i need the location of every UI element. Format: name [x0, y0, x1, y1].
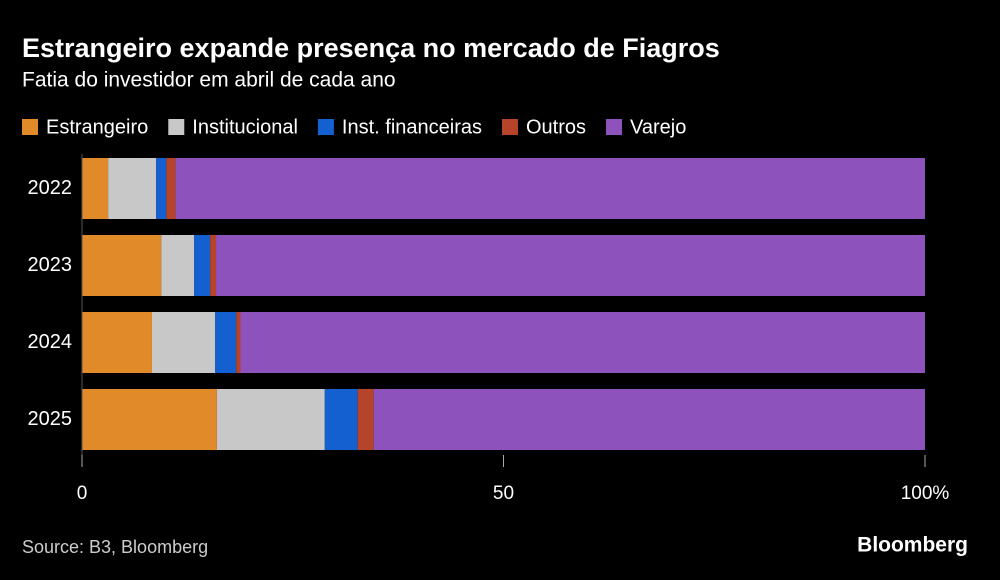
- bar-segment: [216, 235, 926, 296]
- legend-label: Institucional: [192, 116, 298, 138]
- legend-swatch: [317, 119, 334, 135]
- bar-segment: [194, 235, 211, 296]
- source: Source: B3, Bloomberg: [22, 537, 208, 557]
- bar-segment: [82, 312, 152, 373]
- bar-segment: [215, 312, 237, 373]
- y-tick-label: 2024: [28, 331, 73, 353]
- bar-segment: [108, 158, 157, 219]
- chart-subtitle: Fatia do investidor em abril de cada ano: [22, 69, 396, 92]
- bar-segment: [82, 235, 162, 296]
- legend-swatch: [501, 119, 518, 135]
- bar-segment: [324, 389, 358, 450]
- bar-segment: [175, 158, 925, 219]
- bar-segment: [240, 312, 925, 373]
- y-tick-label: 2025: [28, 408, 73, 430]
- y-tick-label: 2023: [28, 254, 73, 276]
- legend-swatch: [22, 119, 38, 135]
- legend-label: Varejo: [630, 116, 686, 138]
- bar-segment: [166, 158, 176, 219]
- bar-segment: [82, 389, 217, 450]
- bar-segment: [156, 158, 167, 219]
- brand-logo: Bloomberg: [857, 534, 968, 557]
- legend-label: Outros: [526, 116, 586, 138]
- legend-swatch: [168, 119, 185, 135]
- x-tick-label: 50: [493, 483, 514, 504]
- bar-segment: [216, 389, 325, 450]
- bar-segment: [161, 235, 195, 296]
- x-tick-label: 100%: [901, 483, 950, 504]
- legend-swatch: [606, 119, 623, 135]
- bar-segment: [373, 389, 926, 450]
- legend-label: Estrangeiro: [46, 116, 148, 138]
- x-tick-label: 0: [77, 483, 88, 504]
- bar-segment: [151, 312, 216, 373]
- bar-segment: [210, 235, 217, 296]
- bar-segment: [82, 158, 109, 219]
- legend-label: Inst. financeiras: [342, 116, 482, 138]
- y-tick-label: 2022: [28, 177, 73, 199]
- chart-title: Estrangeiro expande presença no mercado …: [22, 33, 720, 63]
- bar-segment: [236, 312, 241, 373]
- bar-segment: [357, 389, 374, 450]
